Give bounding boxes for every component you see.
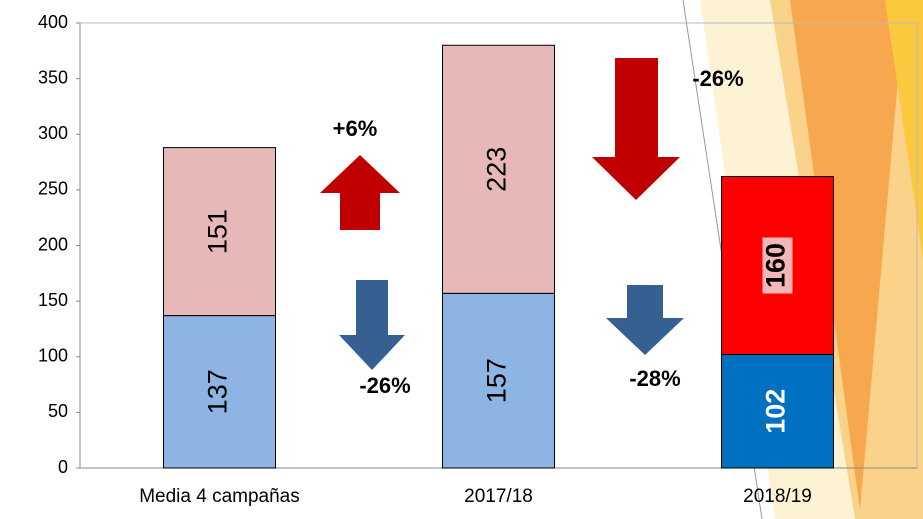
background-band: [790, 0, 905, 510]
y-tick-label: 300: [38, 123, 68, 143]
y-tick-label: 350: [38, 67, 68, 87]
annotation: +6%: [333, 116, 378, 141]
label-background: [762, 237, 793, 294]
background-band: [885, 0, 923, 260]
value-label: 223: [482, 147, 512, 192]
x-tick-label: Media 4 campañas: [139, 486, 300, 507]
arrow-up: [320, 155, 400, 230]
y-tick-label: 400: [38, 12, 68, 32]
y-tick-label: 250: [38, 179, 68, 199]
bar-segment: [163, 147, 276, 317]
value-label: 102: [761, 389, 791, 434]
value-label: 160: [761, 243, 791, 288]
arrow-down: [606, 285, 684, 355]
bar-segment: [721, 354, 834, 469]
bar-segment: [442, 292, 555, 469]
y-tick-label: 50: [48, 401, 68, 421]
y-tick-label: 0: [58, 457, 68, 477]
value-label: 157: [482, 358, 512, 403]
annotation: -26%: [692, 66, 743, 91]
x-tick-label: 2018/19: [743, 486, 812, 507]
arrow-down: [592, 58, 680, 200]
bar-segment: [442, 44, 555, 294]
value-label: 151: [203, 209, 233, 254]
bar-segment: [163, 315, 276, 469]
y-tick-label: 100: [38, 346, 68, 366]
annotation: -26%: [359, 373, 410, 398]
annotation: -28%: [629, 366, 680, 391]
y-tick-label: 150: [38, 290, 68, 310]
x-tick-label: 2017/18: [464, 486, 533, 507]
value-label: 137: [203, 369, 233, 414]
y-tick-label: 200: [38, 234, 68, 254]
arrow-down: [339, 280, 405, 370]
